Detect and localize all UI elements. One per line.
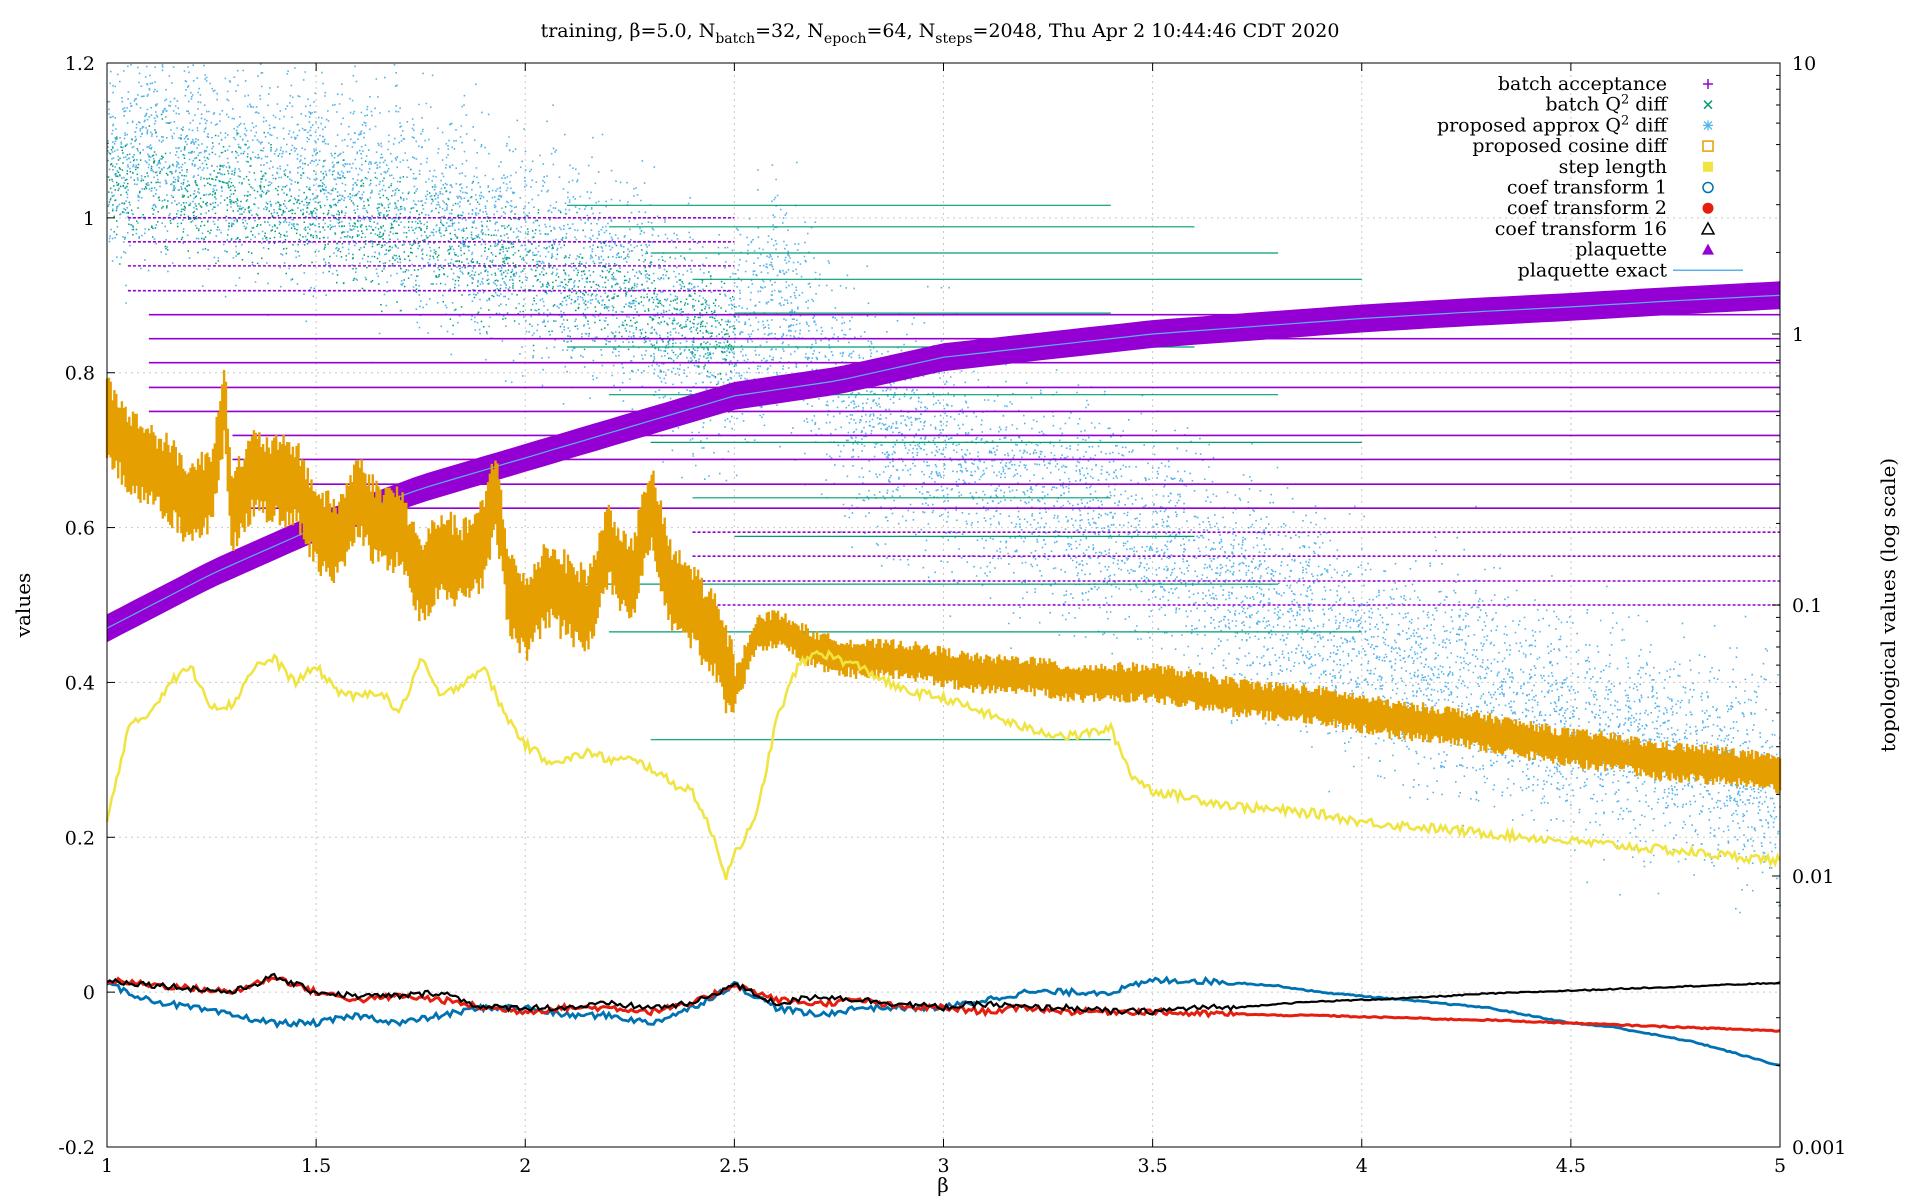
y-tick-label: 0.4 [65, 672, 95, 694]
x-tick-label: 1.5 [301, 1155, 331, 1177]
legend-label: batch Q2 diff [1545, 93, 1668, 116]
x-tick-label: 2.5 [719, 1155, 749, 1177]
legend-label: coef transform 2 [1507, 197, 1667, 219]
legend-marker-x [1703, 100, 1713, 110]
y2-tick-label: 1 [1792, 324, 1804, 346]
title-batch-sub: batch [715, 31, 755, 47]
y-tick-label: 1.2 [65, 53, 95, 75]
y-tick-label: 0 [83, 982, 95, 1004]
legend-label: proposed approx Q2 diff [1437, 113, 1669, 136]
x-tick-label: 3 [937, 1155, 949, 1177]
legend-label: plaquette exact [1518, 259, 1668, 281]
series-coef-transform-2 [106, 975, 1781, 1033]
x-tick-label: 1 [101, 1155, 113, 1177]
series-batch-q2-diff [107, 113, 1362, 741]
plaquette-band [107, 281, 1780, 643]
legend-marker-triangle-open [1700, 221, 1716, 235]
title-prefix: training, β=5.0, N [541, 20, 716, 42]
legend-label: step length [1559, 156, 1667, 178]
legend-label: proposed cosine diff [1472, 135, 1668, 157]
x-axis-label: β [937, 1173, 949, 1197]
title-epoch-sub: epoch [824, 31, 867, 47]
x-tick-label: 3.5 [1138, 1155, 1168, 1177]
legend-marker-square-open [1702, 140, 1714, 152]
legend-label: plaquette [1575, 239, 1667, 261]
plot-area [105, 63, 1782, 1067]
y-tick-label: 0.2 [65, 827, 95, 849]
title-epoch-val: =64, N [866, 20, 935, 42]
x-tick-label: 4.5 [1556, 1155, 1586, 1177]
legend-label: coef transform 16 [1495, 218, 1667, 240]
series-coef-transform-16 [106, 972, 1781, 1016]
coef-line [106, 972, 1781, 1016]
x-tick-label: 4 [1356, 1155, 1368, 1177]
legend-label: coef transform 1 [1507, 177, 1667, 199]
chart-title: training, β=5.0, Nbatch=32, Nepoch=64, N… [541, 20, 1340, 47]
x-tick-label: 2 [519, 1155, 531, 1177]
y-tick-label: 0.6 [65, 518, 95, 540]
axis-ticks: 1 1.5 2 2.5 3 3.5 4 4.5 5 -0.2 0 0.2 0.4 0.6 0.8 1 1.2 0.… [58, 53, 1846, 1177]
data-point-cloud [107, 113, 1362, 741]
y-tick-label: 1 [83, 208, 95, 230]
legend-marker-square-filled [1703, 161, 1713, 172]
legend-marker-circle-open [1702, 181, 1714, 194]
y-axis-label: values [11, 573, 35, 639]
legend-marker-triangle-filled [1702, 243, 1714, 255]
legend-label: batch acceptance [1498, 73, 1667, 95]
step-length-line [105, 649, 1782, 881]
y2-axis-label: topological values (log scale) [1876, 458, 1900, 752]
y2-tick-label: 0.001 [1792, 1137, 1846, 1159]
x-tick-label: 5 [1774, 1155, 1786, 1177]
y2-tick-label: 0.1 [1792, 595, 1822, 617]
title-steps-sub: steps [935, 31, 972, 47]
y-tick-label: 0.8 [65, 363, 95, 385]
y-tick-label: -0.2 [58, 1137, 95, 1159]
legend-marker-plus [1703, 79, 1713, 89]
coef-line [106, 975, 1781, 1033]
title-steps-val: =2048, Thu Apr 2 10:44:46 CDT 2020 [973, 20, 1340, 42]
title-batch-val: =32, N [755, 20, 824, 42]
series-step-length [105, 649, 1782, 881]
y2-tick-label: 10 [1792, 53, 1816, 75]
y2-tick-label: 0.01 [1792, 866, 1834, 888]
legend-marker-circle-filled [1702, 202, 1714, 214]
legend-marker-star [1703, 120, 1713, 131]
